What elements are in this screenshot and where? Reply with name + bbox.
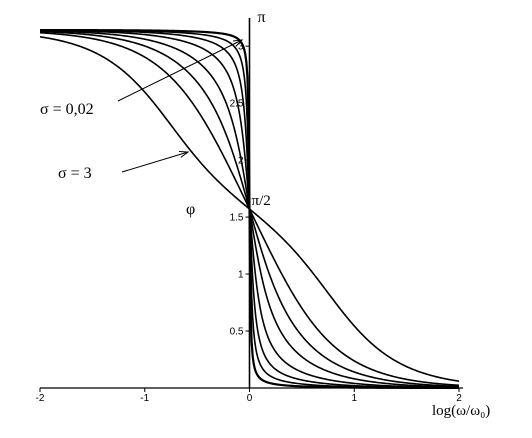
- annotation-sigma-small: σ = 0,02: [40, 101, 94, 118]
- x-tick-label: -1: [140, 393, 149, 404]
- y-axis-label-phi: φ: [186, 201, 195, 218]
- annotation-arrows: [117, 39, 244, 173]
- tick-group: -2 -1 0 1 2 0.5 1 1.5 2 2.5 3: [36, 42, 463, 404]
- x-tick-label: 2: [456, 393, 462, 404]
- y-tick-label: 2.5: [230, 99, 244, 110]
- y-tick-label: 1: [238, 270, 244, 281]
- x-tick-label: -2: [36, 393, 45, 404]
- x-tick-label: 0: [247, 393, 253, 404]
- y-tick-label: 0.5: [230, 327, 244, 338]
- x-axis-label: log(ω/ω₀): [432, 403, 490, 419]
- y-tick-label: 1.5: [230, 213, 244, 224]
- y-top-label-pi: π: [258, 9, 266, 26]
- arrow-sigma-large: [121, 150, 190, 173]
- annotation-sigma-large: σ = 3: [58, 165, 92, 182]
- x-tick-label: 1: [351, 393, 357, 404]
- arrow-sigma-small: [117, 39, 244, 102]
- y-tick-label: 2: [238, 156, 244, 167]
- y-tick-label: 3: [238, 42, 244, 53]
- axes-group: [40, 18, 463, 389]
- midpoint-label-pi-half: π/2: [252, 193, 271, 209]
